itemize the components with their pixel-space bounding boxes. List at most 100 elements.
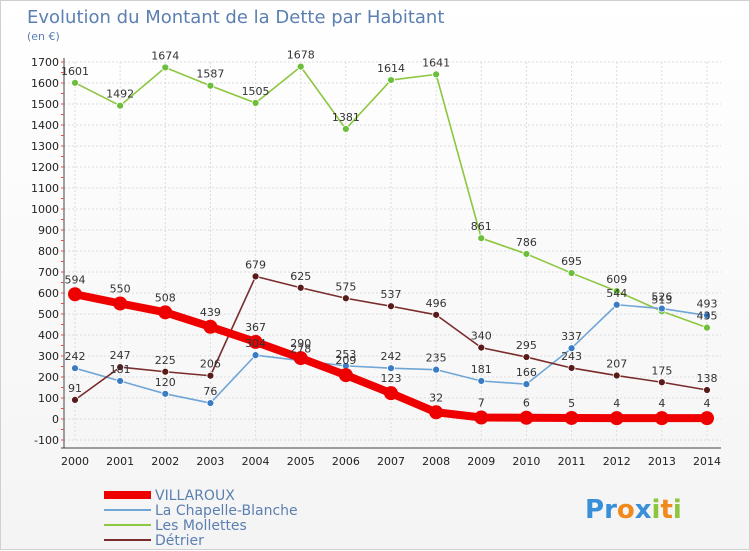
data-point [296, 283, 305, 292]
data-point [113, 296, 128, 311]
data-label: 1505 [242, 85, 270, 98]
data-point [296, 62, 305, 71]
data-label: 695 [561, 255, 582, 268]
data-point [203, 319, 218, 334]
x-tick-label: 2004 [242, 455, 270, 468]
y-tick-label: 1400 [31, 119, 59, 132]
x-tick-label: 2013 [648, 455, 676, 468]
x-tick-label: 2001 [106, 455, 134, 468]
y-tick-label: 1700 [31, 56, 59, 69]
data-point [116, 101, 125, 110]
data-label: 1641 [422, 56, 450, 69]
data-label: 91 [68, 382, 82, 395]
x-tick-label: 2014 [693, 455, 721, 468]
y-tick-label: 700 [38, 266, 59, 279]
data-point [432, 365, 441, 374]
data-point [522, 250, 531, 258]
data-label: 242 [381, 350, 402, 363]
data-label: 209 [335, 354, 356, 367]
x-tick-label: 2011 [558, 455, 586, 468]
data-label: 181 [471, 363, 492, 376]
data-point [567, 344, 576, 353]
data-point [564, 410, 579, 425]
data-point [341, 294, 350, 303]
data-point [567, 269, 576, 277]
x-tick-label: 2008 [422, 455, 450, 468]
data-label: 786 [516, 236, 537, 249]
logo-letter: P [585, 495, 604, 525]
data-point [248, 334, 263, 349]
data-label: 337 [561, 330, 582, 343]
data-label: 367 [245, 321, 266, 334]
data-label: 1601 [61, 65, 89, 78]
proxiti-logo-text: Proxiti [585, 495, 682, 525]
data-point [206, 81, 215, 90]
data-label: 123 [381, 372, 402, 385]
data-label: 594 [65, 273, 86, 286]
data-label: 1492 [106, 88, 134, 101]
y-tick-label: 1200 [31, 161, 59, 174]
data-label: 544 [606, 287, 627, 300]
legend-label: La Chapelle-Blanche [155, 503, 298, 519]
data-label: 625 [290, 270, 311, 283]
data-label: 295 [516, 339, 537, 352]
data-label: 435 [697, 310, 718, 323]
data-point [387, 302, 395, 311]
logo-letter: r [604, 495, 617, 525]
axes: -100 0 100 200 300 400 500 600 700 800 900 1000 1100… [31, 56, 721, 468]
data-point [657, 378, 666, 387]
data-label: 242 [65, 350, 86, 363]
grid [64, 61, 721, 441]
data-point [293, 351, 308, 366]
data-point [474, 410, 489, 425]
data-label: 340 [471, 330, 492, 343]
data-label: 7 [478, 397, 485, 410]
y-tick-label: 1600 [31, 77, 59, 90]
data-point [387, 76, 395, 84]
data-label: 206 [200, 358, 221, 371]
data-label: 679 [245, 258, 266, 271]
data-point [251, 272, 260, 281]
data-label: 290 [290, 337, 311, 350]
data-label: 76 [203, 385, 217, 398]
data-point [654, 411, 669, 426]
y-tick-label: 900 [38, 224, 59, 237]
data-label: 513 [651, 293, 672, 306]
x-tick-label: 2007 [377, 455, 405, 468]
data-point [612, 287, 621, 296]
logo-letter: i [652, 495, 661, 525]
chart-subtitle: (en €) [27, 30, 60, 43]
data-label: 175 [651, 364, 672, 377]
data-label: 550 [110, 283, 131, 296]
data-label: 4 [658, 397, 665, 410]
y-tick-label: 1100 [31, 182, 59, 195]
data-label: 609 [606, 273, 627, 286]
data-label: 508 [155, 291, 176, 304]
data-point [161, 389, 170, 398]
data-label: 537 [381, 288, 402, 301]
data-label: 6 [523, 397, 530, 410]
data-label: 1678 [287, 49, 315, 62]
x-tick-label: 2005 [287, 455, 315, 468]
data-point [116, 377, 125, 385]
logo-letter: o [617, 495, 635, 525]
data-point [161, 63, 170, 72]
data-point [429, 405, 444, 420]
data-label: 32 [429, 391, 443, 404]
data-point [522, 380, 531, 389]
data-label: 166 [516, 366, 537, 379]
data-point [71, 364, 79, 373]
data-label: 1587 [196, 68, 224, 81]
x-tick-label: 2010 [512, 455, 540, 468]
data-label: 575 [335, 280, 356, 293]
data-point [116, 363, 125, 372]
data-label: 304 [245, 337, 266, 350]
data-point [387, 364, 395, 373]
y-tick-label: 600 [38, 287, 59, 300]
data-point [612, 371, 621, 380]
data-point [703, 311, 711, 320]
y-tick-label: 1300 [31, 140, 59, 153]
x-tick-label: 2000 [61, 455, 89, 468]
